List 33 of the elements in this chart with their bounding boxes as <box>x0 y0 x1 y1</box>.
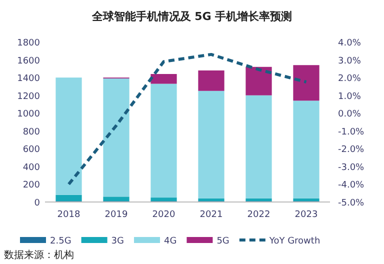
y2-tick-label: -1.0% <box>338 127 365 138</box>
x-tick-label: 2018 <box>57 210 80 220</box>
x-tick-label: 2021 <box>200 210 223 220</box>
y-tick-label: 400 <box>22 162 40 173</box>
y-tick-label: 800 <box>22 127 40 138</box>
y2-tick-label: 2.0% <box>338 74 362 84</box>
y-tick-label: 1400 <box>17 74 40 84</box>
legend-label: 4G <box>164 236 177 246</box>
y-tick-label: 1000 <box>17 110 40 120</box>
x-tick-label: 2020 <box>152 210 176 220</box>
x-tick-label: 2022 <box>247 210 270 220</box>
y2-tick-label: 0.0% <box>338 110 362 120</box>
y-tick-label: 600 <box>22 145 40 156</box>
legend-label: 5G <box>216 236 230 246</box>
source-note: 数据来源：机构 <box>4 249 74 261</box>
x-tick-label: 2023 <box>294 210 318 220</box>
legend-label: 3G <box>111 236 124 246</box>
y2-tick-label: 1.0% <box>338 92 362 102</box>
y-tick-label: 1800 <box>17 38 40 48</box>
y2-tick-label: -5.0% <box>338 198 365 208</box>
chart-title: 全球智能手机情况及 5G 手机增长率预测 <box>90 10 292 23</box>
y-tick-label: 0 <box>34 198 40 208</box>
y2-tick-label: -4.0% <box>338 180 365 191</box>
y-tick-label: 200 <box>22 180 40 191</box>
y2-tick-label: 4.0% <box>338 38 362 48</box>
legend-label: YoY Growth <box>268 236 320 246</box>
y2-tick-label: -2.0% <box>338 145 365 156</box>
y2-tick-label: 3.0% <box>338 56 362 66</box>
y-tick-label: 1200 <box>17 92 40 102</box>
y2-tick-label: -3.0% <box>338 162 365 173</box>
x-tick-label: 2019 <box>104 210 128 220</box>
y-tick-label: 1600 <box>17 56 40 66</box>
legend-label: 2.5G <box>50 236 72 246</box>
